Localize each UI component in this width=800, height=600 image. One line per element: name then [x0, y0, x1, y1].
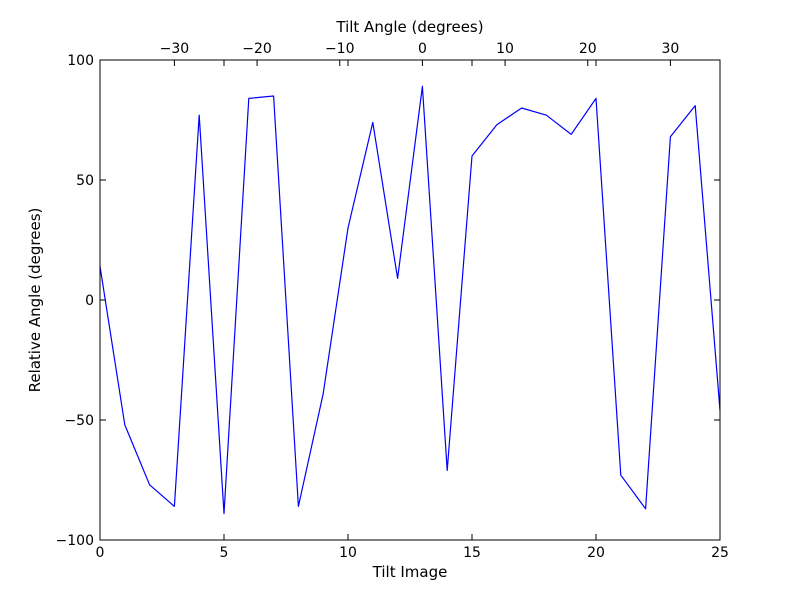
x-tick-label: 5 — [220, 545, 229, 561]
x2-tick-label: 20 — [579, 41, 597, 57]
plot-frame — [99, 59, 721, 541]
top-axis-title: Tilt Angle (degrees) — [335, 18, 483, 36]
bottom-axis-ticks: 0 5 10 15 20 25 — [96, 60, 729, 561]
x2-tick-label: 10 — [496, 41, 514, 57]
series-line — [99, 85, 721, 515]
y-tick-label: 0 — [85, 293, 94, 309]
x2-tick-label: −20 — [242, 41, 272, 57]
y-tick-label: 50 — [76, 173, 94, 189]
x2-tick-label: 30 — [661, 41, 679, 57]
top-axis-ticks: −30 −20 −10 0 10 20 30 — [160, 41, 679, 66]
x-tick-label: 0 — [96, 545, 105, 561]
left-axis-ticks: −100 −50 0 50 100 — [56, 53, 720, 549]
x-axis-title: Tilt Image — [372, 563, 448, 581]
x2-tick-label: −10 — [325, 41, 355, 57]
y-tick-label: −100 — [56, 533, 94, 549]
x-tick-label: 20 — [587, 545, 605, 561]
x-tick-label: 25 — [711, 545, 729, 561]
x2-tick-label: 0 — [418, 41, 427, 57]
y-tick-label: −50 — [64, 413, 94, 429]
y-tick-label: 100 — [67, 53, 94, 69]
y-axis-title: Relative Angle (degrees) — [26, 208, 44, 393]
x-tick-label: 10 — [339, 545, 357, 561]
plot-background — [100, 60, 720, 540]
x-tick-label: 15 — [463, 545, 481, 561]
x2-tick-label: −30 — [160, 41, 190, 57]
